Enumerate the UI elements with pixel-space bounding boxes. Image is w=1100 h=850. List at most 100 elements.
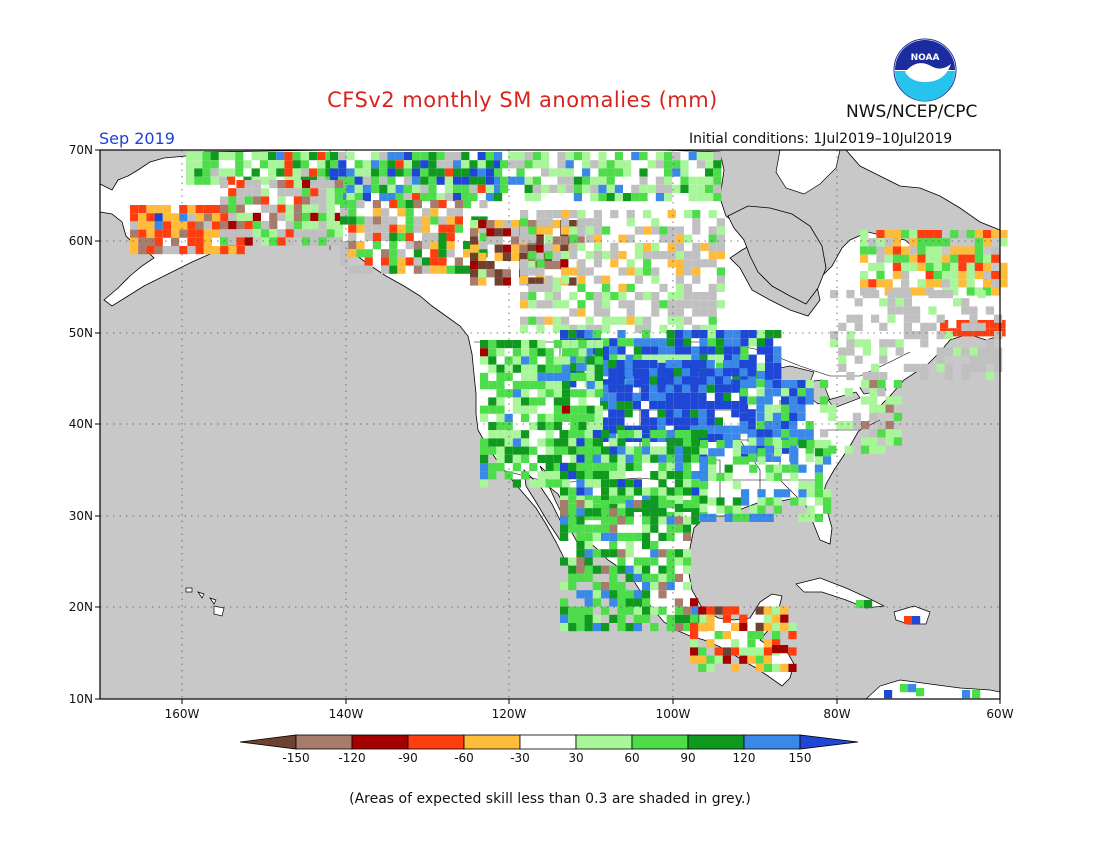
anomaly-cell [650, 606, 659, 615]
anomaly-cell [674, 438, 683, 447]
anomaly-cell [593, 251, 602, 260]
anomaly-cell [576, 573, 585, 582]
anomaly-cell [389, 257, 398, 266]
anomaly-cell [609, 462, 618, 471]
anomaly-cell [552, 283, 561, 292]
anomaly-cell [933, 271, 942, 280]
anomaly-cell [642, 446, 651, 455]
anomaly-cell [552, 251, 561, 260]
anomaly-cell [651, 218, 660, 227]
anomaly-cell [739, 392, 748, 401]
anomaly-cell [642, 614, 651, 623]
anomaly-cell [683, 532, 692, 541]
anomaly-cell [195, 237, 204, 246]
anomaly-cell [236, 246, 245, 255]
anomaly-cell [494, 193, 503, 202]
anomaly-cell [634, 251, 643, 260]
anomaly-cell [496, 454, 505, 463]
anomaly-cell [806, 513, 815, 522]
anomaly-cell [470, 236, 479, 245]
anomaly-cell [772, 606, 781, 615]
anomaly-cell [868, 246, 877, 255]
anomaly-cell [428, 152, 437, 161]
anomaly-cell [486, 269, 495, 278]
anomaly-cell [568, 557, 577, 566]
anomaly-cell [602, 300, 611, 309]
anomaly-cell [705, 176, 714, 185]
anomaly-cell [977, 347, 986, 356]
anomaly-cell [953, 347, 962, 356]
anomaly-cell [683, 524, 692, 533]
anomaly-cell [642, 598, 651, 607]
anomaly-cell [251, 168, 260, 177]
anomaly-cell [706, 409, 715, 418]
anomaly-cell [773, 464, 782, 473]
anomaly-cell [780, 645, 789, 654]
anomaly-cell [690, 425, 699, 434]
anomaly-cell [698, 606, 707, 615]
anomaly-cell [617, 503, 626, 512]
anomaly-cell [643, 242, 652, 251]
anomaly-cell [602, 283, 611, 292]
anomaly-cell [379, 152, 388, 161]
anomaly-cell [675, 316, 684, 325]
anomaly-cell [186, 160, 195, 169]
anomaly-cell [532, 176, 541, 185]
anomaly-cell [310, 237, 319, 246]
anomaly-cell [773, 330, 782, 339]
anomaly-cell [362, 168, 371, 177]
anomaly-cell [748, 437, 757, 446]
anomaly-cell [512, 340, 521, 349]
anomaly-cell [600, 368, 609, 377]
anomaly-cell [665, 401, 674, 410]
anomaly-cell [616, 392, 625, 401]
anomaly-cell [488, 356, 497, 365]
anomaly-cell [585, 267, 594, 276]
anomaly-cell [218, 168, 227, 177]
anomaly-cell [869, 412, 878, 421]
anomaly-cell [782, 464, 791, 473]
anomaly-cell [600, 401, 609, 410]
anomaly-cell [699, 503, 708, 512]
anomaly-cell [789, 429, 798, 438]
anomaly-cell [655, 193, 664, 202]
anomaly-cell [446, 265, 455, 274]
anomaly-cell [642, 557, 651, 566]
anomaly-cell [814, 513, 823, 522]
anomaly-cell [220, 204, 229, 213]
anomaly-cell [438, 257, 447, 266]
lon-label: 80W [823, 707, 850, 721]
anomaly-cell [544, 275, 553, 284]
anomaly-cell [436, 168, 445, 177]
anomaly-cell [844, 421, 853, 430]
hudson-bay [727, 205, 827, 305]
anomaly-cell [966, 287, 975, 296]
anomaly-cell [972, 328, 981, 337]
anomaly-cell [521, 381, 530, 390]
anomaly-cell [861, 445, 870, 454]
anomaly-cell [584, 487, 593, 496]
anomaly-cell [430, 216, 439, 225]
anomaly-cell [664, 160, 673, 169]
anomaly-cell [674, 495, 683, 504]
anomaly-cell [502, 277, 511, 286]
anomaly-cell [480, 438, 489, 447]
anomaly-cell [569, 210, 578, 219]
anomaly-cell [772, 429, 781, 438]
anomaly-cell [684, 210, 693, 219]
anomaly-cell [731, 401, 740, 410]
anomaly-cell [617, 590, 626, 599]
anomaly-cell [708, 316, 717, 325]
anomaly-cell [235, 168, 244, 177]
anomaly-cell [146, 205, 155, 214]
anomaly-cell [667, 259, 676, 268]
anomaly-cell [631, 184, 640, 193]
anomaly-cell [601, 508, 610, 517]
anomaly-cell [626, 300, 635, 309]
anomaly-cell [666, 454, 675, 463]
anomaly-cell [446, 224, 455, 233]
anomaly-cell [908, 684, 917, 693]
anomaly-cell [228, 196, 237, 205]
anomaly-cell [138, 213, 147, 222]
anomaly-cell [666, 573, 675, 582]
